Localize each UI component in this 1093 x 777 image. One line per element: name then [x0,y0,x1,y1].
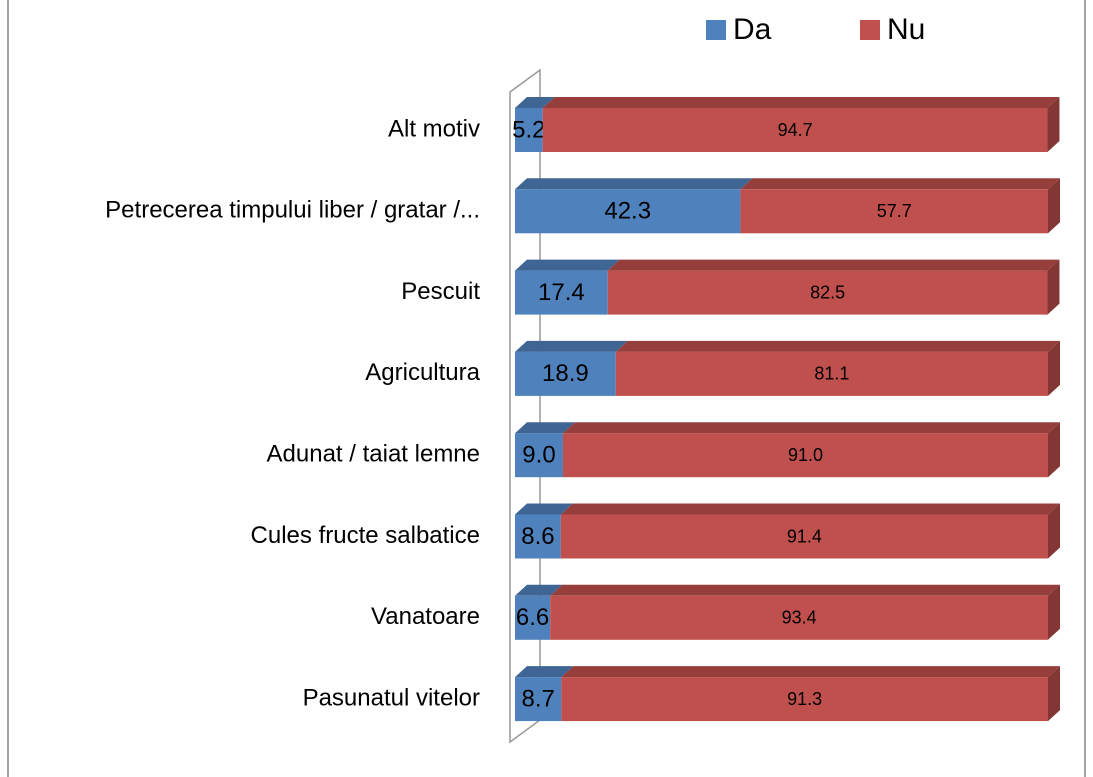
bar-face [542,108,1048,152]
category-label: Adunat / taiat lemne [267,441,480,468]
bar-face [515,584,563,596]
value-label: 57.7 [877,201,912,221]
bar-segment [542,97,1060,152]
category-label: Pasunatul vitelor [303,684,480,711]
bar-face [561,666,1060,678]
axis-wall [509,68,541,744]
bar-segment [562,422,1060,478]
bar-face [515,514,561,559]
bar-face [1047,259,1060,315]
category-label: Agricultura [365,359,480,386]
bar-face [607,259,1060,271]
bar-face [740,178,1060,190]
bar-face [515,259,620,271]
bar-segment [515,503,573,559]
value-label: 91.0 [788,445,823,465]
value-label: 94.7 [778,120,813,140]
value-label: 91.4 [787,526,822,546]
bar-face [1048,666,1060,722]
bar-face [1048,340,1060,396]
value-label: 17.4 [538,279,585,306]
bar-segment [515,178,753,234]
value-label: 18.9 [542,360,589,387]
category-label: Petrecerea timpului liber / gratar /... [105,197,480,224]
bar-face [560,503,1060,515]
legend-swatch [860,20,880,40]
bar-face [550,595,1048,640]
value-label: 8.7 [521,685,554,712]
legend-label: Da [733,13,772,46]
bar-face [615,340,1060,352]
bar-segment [550,584,1060,640]
bar-face [515,595,551,640]
bar-face [1048,503,1060,559]
bar-segment [515,422,575,478]
category-label: Cules fructe salbatice [251,522,480,549]
bar-face [515,108,543,152]
bar-segment [515,259,620,315]
value-label: 42.3 [604,198,651,225]
bar-face [740,189,1048,234]
bar-face [515,422,575,434]
value-label: 81.1 [814,364,849,384]
bar-face [515,270,608,315]
category-label: Alt motiv [388,115,480,142]
bar-face [560,514,1048,559]
bar-face [515,503,573,515]
bar-segment [515,97,555,152]
bar-face [515,178,753,190]
category-label: Vanatoare [371,603,480,630]
bar-face [515,189,741,234]
value-label: 8.6 [521,523,554,550]
bar-face [607,270,1048,315]
bar-face [515,666,574,678]
bar-face [1048,584,1060,640]
bar-face [515,433,563,478]
bar-face [1048,178,1060,234]
legend-label: Nu [887,13,925,46]
bar-face [1047,97,1060,152]
bar-face [542,97,1060,108]
chart-frame [7,0,1086,777]
bar-face [515,97,555,108]
bar-face [562,422,1060,434]
bar-segment [607,259,1060,315]
bar-face [550,584,1060,596]
bar-segment [740,178,1060,234]
bar-segment [560,503,1060,559]
value-label: 6.6 [516,604,549,631]
bar-face [515,351,616,396]
bar-face [562,433,1048,478]
legend-swatch [706,20,726,40]
bar-segment [515,584,563,640]
category-label: Pescuit [401,278,480,305]
bar-segment [561,666,1060,722]
bar-face [515,340,628,352]
value-label: 93.4 [782,608,817,628]
bar-face [1048,422,1060,478]
bar-face [615,351,1048,396]
value-label: 5.2 [512,116,545,143]
bar-face [515,677,562,722]
bar-segment [615,340,1060,396]
value-label: 91.3 [787,689,822,709]
bar-segment [515,340,628,396]
bar-face [561,677,1048,722]
value-label: 82.5 [810,282,845,302]
value-label: 9.0 [522,442,555,469]
bar-segment [515,666,574,722]
